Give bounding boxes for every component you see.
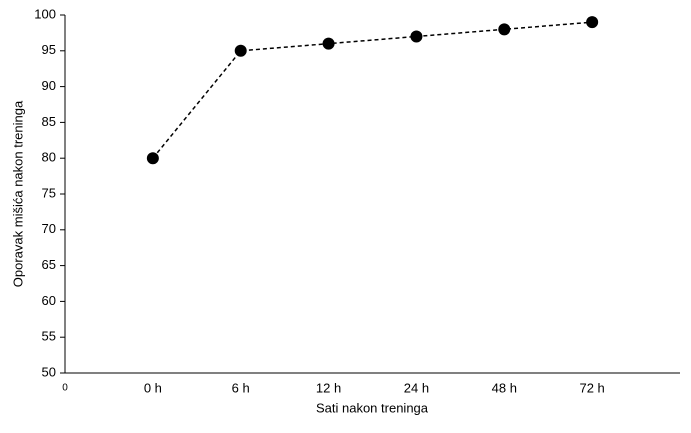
data-point: [322, 37, 335, 50]
x-tick-label: 6 h: [232, 380, 250, 395]
y-tick-label: 65: [42, 257, 56, 272]
y-tick-label: 55: [42, 329, 56, 344]
data-line: [152, 21, 593, 159]
y-tick-label: 100: [34, 6, 56, 21]
data-point: [586, 16, 599, 29]
x-tick-label: 72 h: [579, 380, 604, 395]
y-tick-label: 90: [42, 78, 56, 93]
data-point: [498, 23, 511, 36]
y-tick-label: 75: [42, 185, 56, 200]
x-tick-label: 12 h: [316, 380, 341, 395]
y-tick-label: 70: [42, 221, 56, 236]
x-axis-label: Sati nakon treninga: [316, 400, 429, 415]
x-origin-label: 0: [62, 383, 68, 394]
data-point: [146, 152, 159, 165]
y-tick-label: 60: [42, 293, 56, 308]
y-tick-label: 85: [42, 114, 56, 129]
y-tick-label: 80: [42, 150, 56, 165]
y-axis-label: Oporavak mišića nakon treninga: [10, 100, 25, 287]
x-tick-label: 0 h: [144, 380, 162, 395]
y-tick-label: 50: [42, 364, 56, 379]
data-point: [234, 44, 247, 57]
y-tick-label: 95: [42, 42, 56, 57]
data-point: [410, 30, 423, 43]
x-tick-label: 24 h: [404, 380, 429, 395]
x-tick-label: 48 h: [492, 380, 517, 395]
